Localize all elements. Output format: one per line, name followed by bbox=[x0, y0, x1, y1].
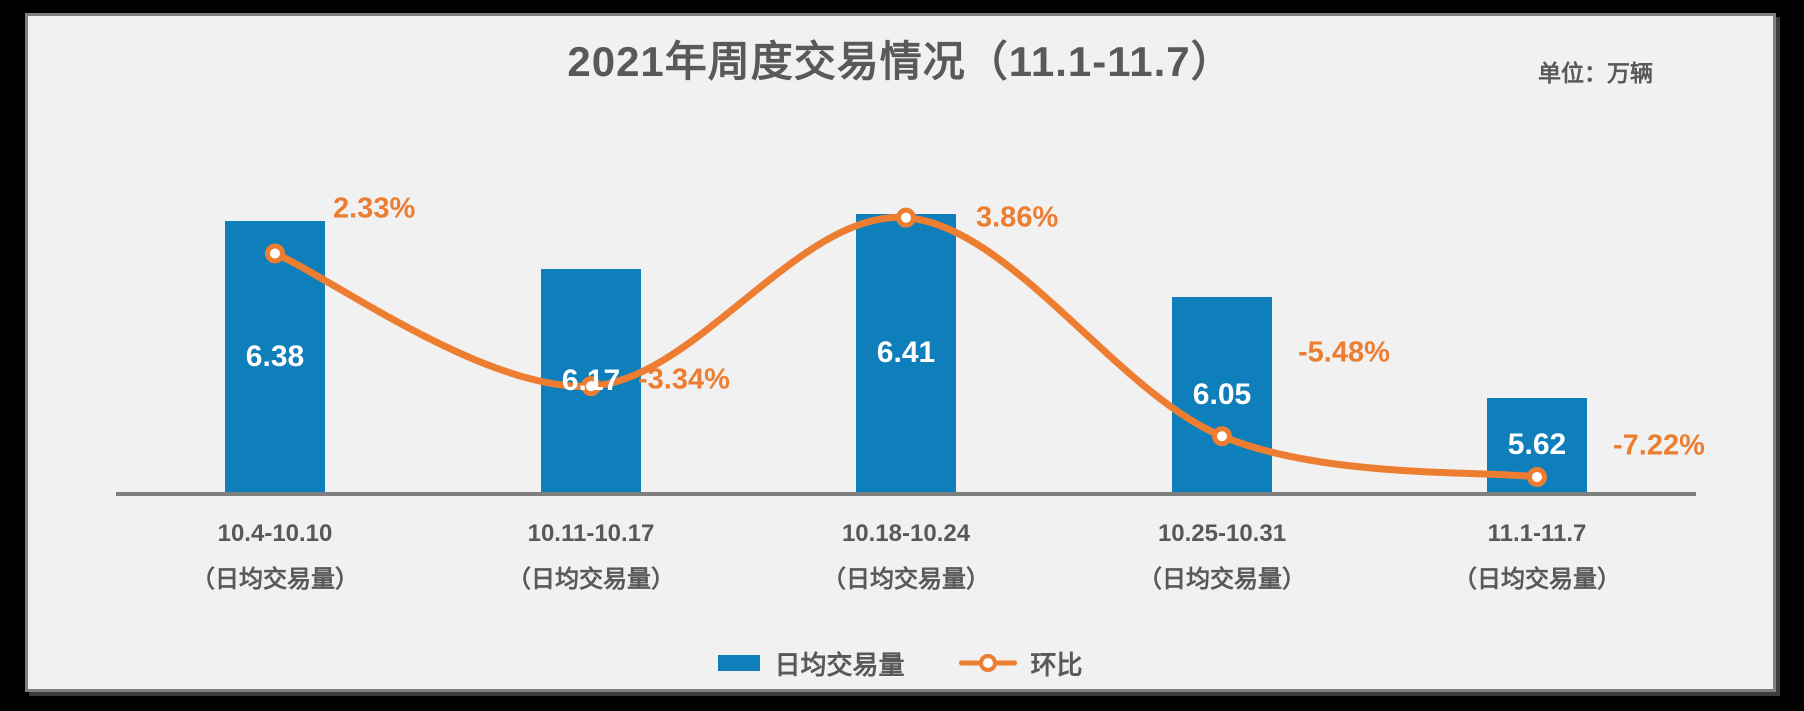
legend-bar-swatch-icon bbox=[718, 655, 761, 671]
legend-line-label: 环比 bbox=[1030, 649, 1083, 680]
category-label: 11.1-11.7 bbox=[1487, 520, 1587, 547]
pct-change-label: -3.34% bbox=[638, 363, 730, 396]
pct-change-label: -7.22% bbox=[1613, 429, 1705, 462]
category-sublabel: （日均交易量） bbox=[822, 566, 990, 593]
category-sublabel: （日均交易量） bbox=[1138, 566, 1306, 593]
bar-value-label: 5.62 bbox=[1507, 428, 1567, 461]
legend-line-marker-icon bbox=[978, 654, 997, 672]
category-sublabel: （日均交易量） bbox=[1453, 566, 1621, 593]
category-sublabel: （日均交易量） bbox=[507, 566, 675, 593]
chart-canvas: 2021年周度交易情况（11.1-11.7） 单位：万辆 6.38 6.17 6.4… bbox=[25, 13, 1776, 692]
pct-change-label: 3.86% bbox=[976, 201, 1059, 234]
legend-line-swatch-icon bbox=[958, 653, 1017, 673]
pct-change-label: -5.48% bbox=[1298, 336, 1390, 369]
legend: 日均交易量 环比 bbox=[28, 646, 1773, 680]
x-axis-line bbox=[116, 492, 1696, 496]
chart-title: 2021年周度交易情况（11.1-11.7） bbox=[567, 38, 1234, 85]
pct-change-label: 2.33% bbox=[333, 192, 416, 225]
bar-value-label: 6.38 bbox=[245, 339, 305, 373]
category-label: 10.18-10.24 bbox=[841, 520, 971, 547]
plot-area: 6.38 6.17 6.41 6.05 5.62 2.33% -3.34% 3.86% -5.4… bbox=[28, 16, 1773, 689]
legend-bar-label: 日均交易量 bbox=[774, 649, 905, 680]
category-label: 10.25-10.31 bbox=[1157, 520, 1287, 547]
category-label: 10.4-10.10 bbox=[217, 520, 333, 547]
bar-value-label: 6.17 bbox=[561, 363, 621, 397]
bar-value-label: 6.41 bbox=[876, 336, 936, 369]
category-sublabel: （日均交易量） bbox=[191, 566, 359, 593]
unit-label: 单位：万辆 bbox=[1538, 60, 1653, 86]
category-label: 10.11-10.17 bbox=[527, 520, 655, 547]
bar-value-label: 6.05 bbox=[1192, 377, 1252, 411]
